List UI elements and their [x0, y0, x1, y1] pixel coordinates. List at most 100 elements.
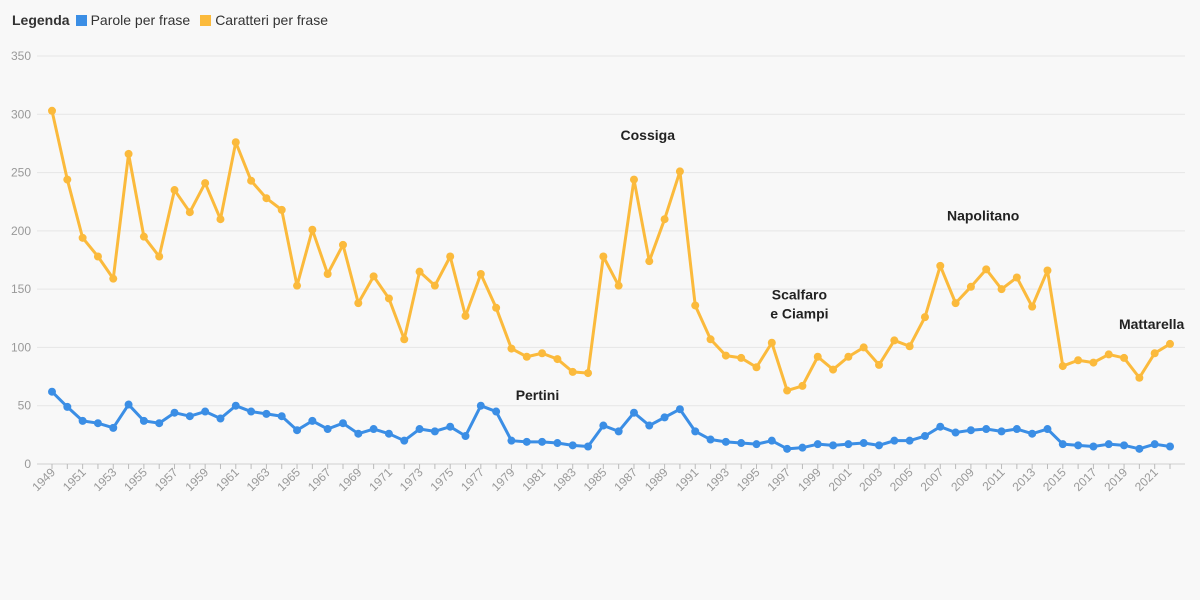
- data-point: [829, 365, 838, 374]
- data-point: [185, 208, 194, 217]
- data-point: [920, 432, 929, 441]
- data-point: [721, 437, 730, 446]
- data-point: [507, 436, 516, 445]
- data-point: [936, 261, 945, 270]
- x-tick-label: 1955: [121, 465, 150, 494]
- data-point: [48, 387, 56, 396]
- data-point: [1135, 444, 1144, 453]
- data-point: [844, 352, 853, 361]
- y-tick-label: 250: [11, 166, 31, 180]
- x-tick-label: 2021: [1132, 465, 1161, 494]
- data-point: [170, 186, 179, 195]
- data-point: [813, 352, 822, 361]
- data-point: [338, 240, 347, 249]
- x-tick-label: 1949: [29, 465, 58, 494]
- data-point: [63, 402, 72, 411]
- data-point: [1058, 362, 1067, 371]
- x-tick-label: 2003: [856, 465, 885, 494]
- data-point: [384, 429, 393, 438]
- x-tick-label: 1953: [91, 465, 120, 494]
- data-point: [93, 419, 102, 428]
- data-point: [231, 138, 240, 147]
- x-tick-label: 1961: [213, 465, 242, 494]
- y-tick-label: 50: [18, 399, 32, 413]
- data-point: [323, 269, 332, 278]
- data-point: [675, 405, 684, 414]
- data-point: [951, 299, 960, 308]
- data-point: [400, 436, 409, 445]
- data-point: [492, 303, 501, 312]
- data-point: [875, 360, 884, 369]
- legend-item-caratteri[interactable]: Caratteri per frase: [200, 12, 328, 28]
- data-point: [354, 299, 363, 308]
- x-tick-label: 1973: [397, 465, 426, 494]
- data-point: [476, 401, 485, 410]
- x-tick-label: 1991: [673, 465, 702, 494]
- x-tick-label: 2013: [1010, 465, 1039, 494]
- data-point: [446, 252, 455, 261]
- x-tick-label: 1979: [489, 465, 518, 494]
- data-point: [721, 351, 730, 360]
- data-point: [584, 369, 593, 378]
- data-point: [844, 440, 853, 449]
- y-tick-label: 150: [11, 282, 31, 296]
- data-point: [201, 179, 210, 188]
- data-point: [1120, 353, 1129, 362]
- legend-item-parole[interactable]: Parole per frase: [75, 12, 191, 28]
- x-tick-label: 1985: [581, 465, 610, 494]
- data-point: [859, 439, 868, 448]
- data-point: [691, 301, 700, 310]
- x-tick-label: 1963: [244, 465, 273, 494]
- x-tick-label: 1951: [60, 465, 89, 494]
- data-point: [675, 167, 684, 176]
- x-tick-label: 2009: [948, 465, 977, 494]
- data-point: [461, 311, 470, 320]
- data-point: [170, 408, 179, 417]
- data-point: [997, 285, 1006, 294]
- data-point: [660, 413, 669, 422]
- data-point: [859, 343, 868, 352]
- data-point: [568, 367, 577, 376]
- data-point: [201, 407, 210, 416]
- data-point: [293, 281, 302, 290]
- data-point: [48, 106, 56, 115]
- data-point: [614, 281, 623, 290]
- y-tick-label: 200: [11, 224, 31, 238]
- data-point: [93, 252, 102, 261]
- data-point: [430, 427, 439, 436]
- x-tick-label: 1993: [703, 465, 732, 494]
- y-tick-label: 100: [11, 340, 31, 354]
- x-tick-label: 2017: [1071, 465, 1100, 494]
- data-point: [78, 416, 87, 425]
- data-point: [645, 421, 654, 430]
- data-point: [1150, 349, 1159, 358]
- data-point: [354, 429, 363, 438]
- data-point: [890, 436, 899, 445]
- data-point: [338, 419, 347, 428]
- x-tick-label: 1969: [336, 465, 365, 494]
- data-point: [262, 409, 271, 418]
- data-point: [538, 349, 547, 358]
- data-point: [813, 440, 822, 449]
- data-point: [798, 381, 807, 390]
- data-point: [1028, 429, 1037, 438]
- data-point: [216, 414, 225, 423]
- data-point: [247, 176, 256, 185]
- legend-label-caratteri: Caratteri per frase: [215, 12, 329, 28]
- data-point: [308, 225, 317, 234]
- data-point: [538, 437, 547, 446]
- x-tick-label: 1999: [795, 465, 824, 494]
- x-tick-label: 2001: [826, 465, 855, 494]
- data-point: [706, 435, 715, 444]
- legend-label-parole: Parole per frase: [90, 12, 191, 28]
- data-point: [109, 423, 118, 432]
- series-line-1: [50, 110, 1171, 393]
- x-tick-label: 1957: [152, 465, 181, 494]
- x-tick-label: 1997: [764, 465, 793, 494]
- x-tick-label: 1959: [182, 465, 211, 494]
- y-tick-label: 0: [24, 457, 31, 471]
- y-tick-label: 300: [11, 107, 31, 121]
- data-point: [629, 408, 638, 417]
- annotation-label: Scalfaro e Ciampi: [770, 287, 828, 322]
- x-tick-label: 2005: [887, 465, 916, 494]
